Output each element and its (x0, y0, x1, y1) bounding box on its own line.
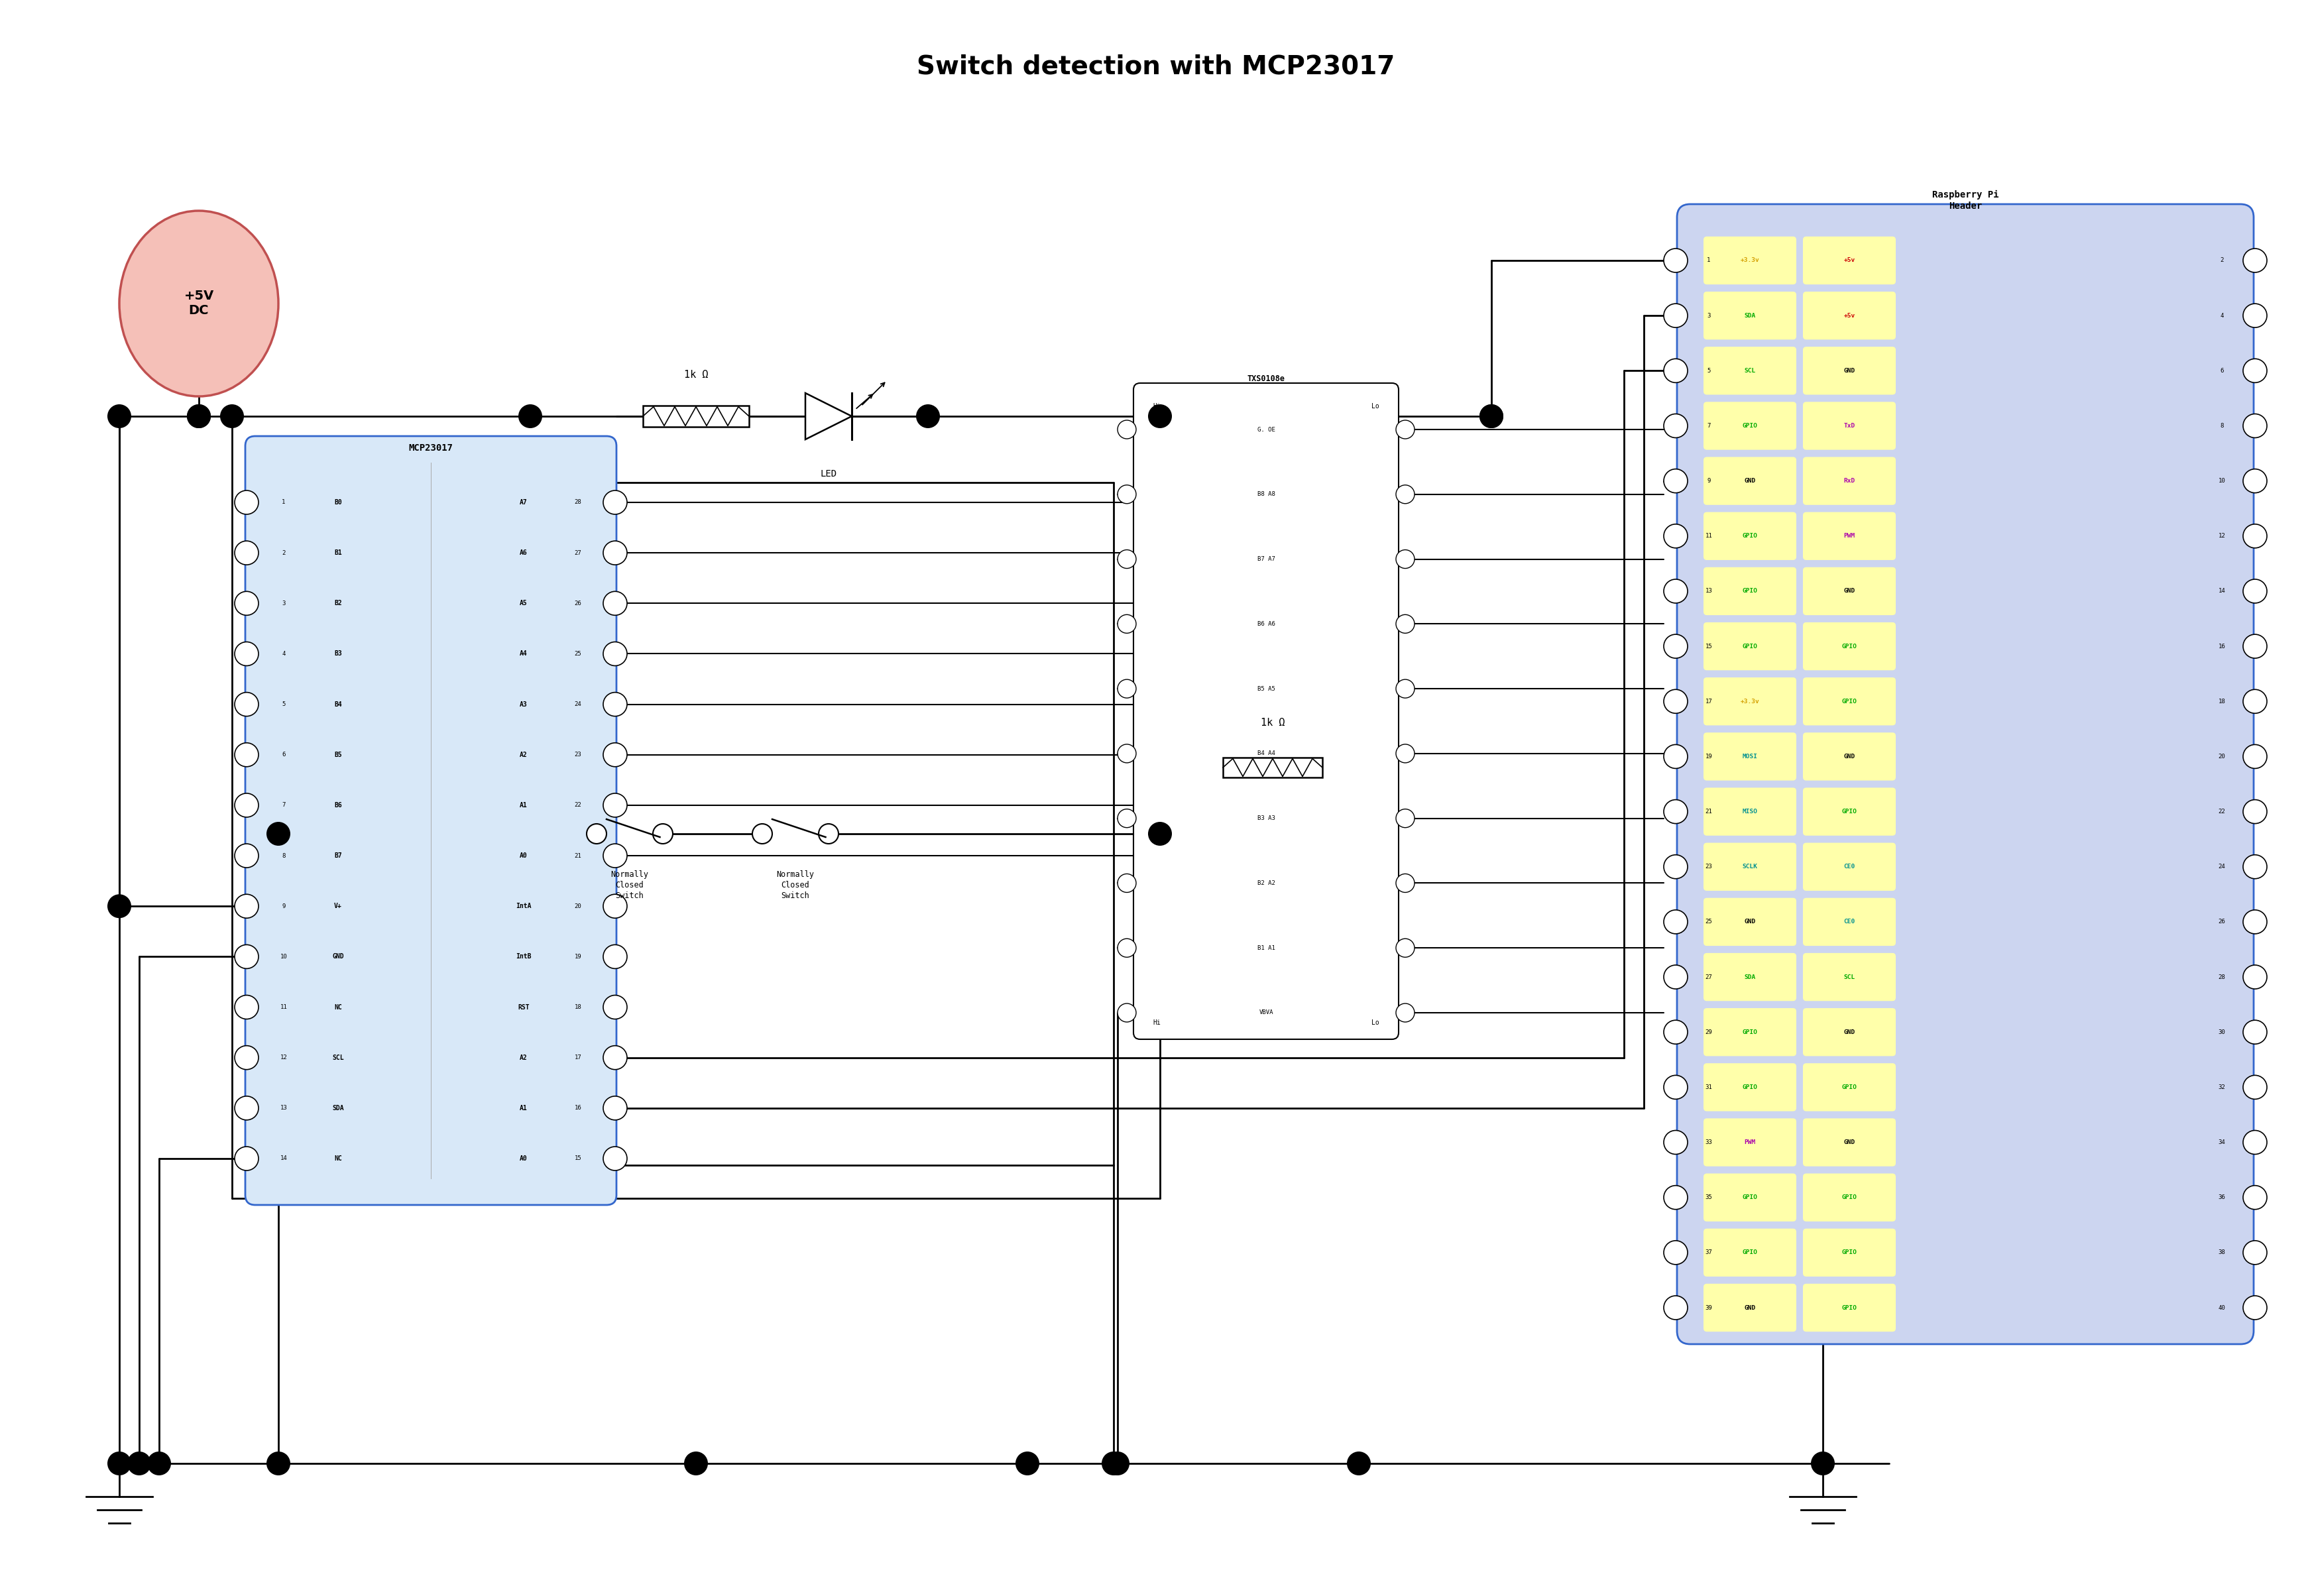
Text: 15: 15 (573, 1156, 583, 1162)
FancyBboxPatch shape (1803, 1283, 1896, 1331)
Text: PWM: PWM (1743, 1140, 1755, 1146)
Text: B4: B4 (335, 701, 342, 707)
Text: B7: B7 (335, 852, 342, 859)
Text: CE0: CE0 (1843, 863, 1854, 870)
FancyBboxPatch shape (1803, 843, 1896, 891)
Text: 3: 3 (1706, 313, 1711, 319)
Text: 16: 16 (573, 1104, 583, 1111)
FancyBboxPatch shape (245, 436, 617, 1205)
Text: 25: 25 (1706, 919, 1713, 924)
FancyBboxPatch shape (1704, 236, 1796, 284)
Text: Hi: Hi (1154, 1020, 1161, 1026)
Circle shape (1117, 875, 1135, 892)
Text: 17: 17 (1706, 699, 1713, 704)
Circle shape (1665, 1240, 1688, 1264)
Circle shape (1149, 404, 1172, 428)
Text: MISO: MISO (1743, 809, 1757, 814)
Circle shape (1665, 469, 1688, 493)
Text: +5v: +5v (1843, 257, 1854, 263)
Circle shape (1101, 1451, 1126, 1475)
FancyBboxPatch shape (1704, 1173, 1796, 1221)
FancyBboxPatch shape (1704, 788, 1796, 836)
FancyBboxPatch shape (1704, 733, 1796, 780)
Text: 6: 6 (282, 752, 284, 758)
Bar (643, 405, 749, 426)
FancyBboxPatch shape (1803, 567, 1896, 614)
Text: 12: 12 (2217, 533, 2226, 539)
Circle shape (2243, 800, 2268, 824)
Text: Hi: Hi (1154, 402, 1161, 410)
Circle shape (1665, 910, 1688, 934)
Text: Lo: Lo (1371, 1020, 1380, 1026)
Text: 1: 1 (1706, 257, 1711, 263)
FancyBboxPatch shape (1803, 1009, 1896, 1057)
Circle shape (234, 1096, 259, 1120)
Text: A0: A0 (520, 852, 527, 859)
Circle shape (1665, 359, 1688, 383)
Text: GPIO: GPIO (1843, 1304, 1857, 1310)
FancyBboxPatch shape (1803, 346, 1896, 394)
Circle shape (2243, 1240, 2268, 1264)
Circle shape (2243, 249, 2268, 273)
Circle shape (1665, 1076, 1688, 1100)
Text: 20: 20 (573, 903, 583, 910)
Text: GPIO: GPIO (1843, 1194, 1857, 1200)
Text: SDA: SDA (1743, 974, 1755, 980)
Text: 1k Ω: 1k Ω (684, 370, 707, 380)
Circle shape (2243, 1076, 2268, 1100)
Circle shape (1149, 822, 1172, 846)
Circle shape (2243, 855, 2268, 879)
Text: 38: 38 (2217, 1250, 2226, 1256)
Text: 22: 22 (2217, 809, 2226, 814)
FancyBboxPatch shape (1704, 402, 1796, 450)
Circle shape (1117, 1004, 1135, 1021)
Text: B2 A2: B2 A2 (1258, 879, 1274, 886)
FancyBboxPatch shape (1803, 733, 1896, 780)
Text: A6: A6 (520, 549, 527, 555)
Text: GPIO: GPIO (1743, 423, 1757, 429)
Text: A1: A1 (520, 1104, 527, 1111)
Text: 8: 8 (2220, 423, 2224, 429)
FancyBboxPatch shape (1704, 953, 1796, 1001)
FancyBboxPatch shape (1704, 567, 1796, 614)
Text: RxD: RxD (1843, 477, 1854, 484)
Text: GND: GND (1743, 919, 1755, 924)
Text: 37: 37 (1706, 1250, 1713, 1256)
Text: 30: 30 (2217, 1029, 2226, 1036)
Circle shape (1396, 680, 1415, 697)
Circle shape (1665, 634, 1688, 658)
FancyBboxPatch shape (1133, 383, 1399, 1039)
Circle shape (1117, 744, 1135, 763)
Text: CE0: CE0 (1843, 919, 1854, 924)
Text: B1: B1 (335, 549, 342, 555)
FancyBboxPatch shape (1704, 843, 1796, 891)
Circle shape (1396, 420, 1415, 439)
Circle shape (916, 404, 941, 428)
Text: GND: GND (1843, 753, 1854, 760)
Text: 11: 11 (280, 1004, 287, 1010)
Circle shape (2243, 359, 2268, 383)
Text: IntB: IntB (516, 953, 532, 959)
Circle shape (1665, 1020, 1688, 1044)
Text: A2: A2 (520, 1055, 527, 1061)
Circle shape (603, 742, 627, 766)
Circle shape (603, 490, 627, 514)
Text: RST: RST (518, 1004, 529, 1010)
FancyBboxPatch shape (1704, 346, 1796, 394)
Text: 32: 32 (2217, 1084, 2226, 1090)
Text: GPIO: GPIO (1743, 533, 1757, 539)
Circle shape (603, 894, 627, 918)
Text: B1 A1: B1 A1 (1258, 945, 1274, 951)
FancyBboxPatch shape (1704, 1009, 1796, 1057)
Circle shape (2243, 1020, 2268, 1044)
Text: GPIO: GPIO (1843, 643, 1857, 650)
Circle shape (1665, 579, 1688, 603)
Circle shape (603, 541, 627, 565)
Circle shape (1480, 404, 1503, 428)
Text: 26: 26 (573, 600, 583, 606)
Text: +5v: +5v (1843, 313, 1854, 319)
Circle shape (234, 742, 259, 766)
Text: 22: 22 (573, 803, 583, 808)
Circle shape (2243, 1130, 2268, 1154)
